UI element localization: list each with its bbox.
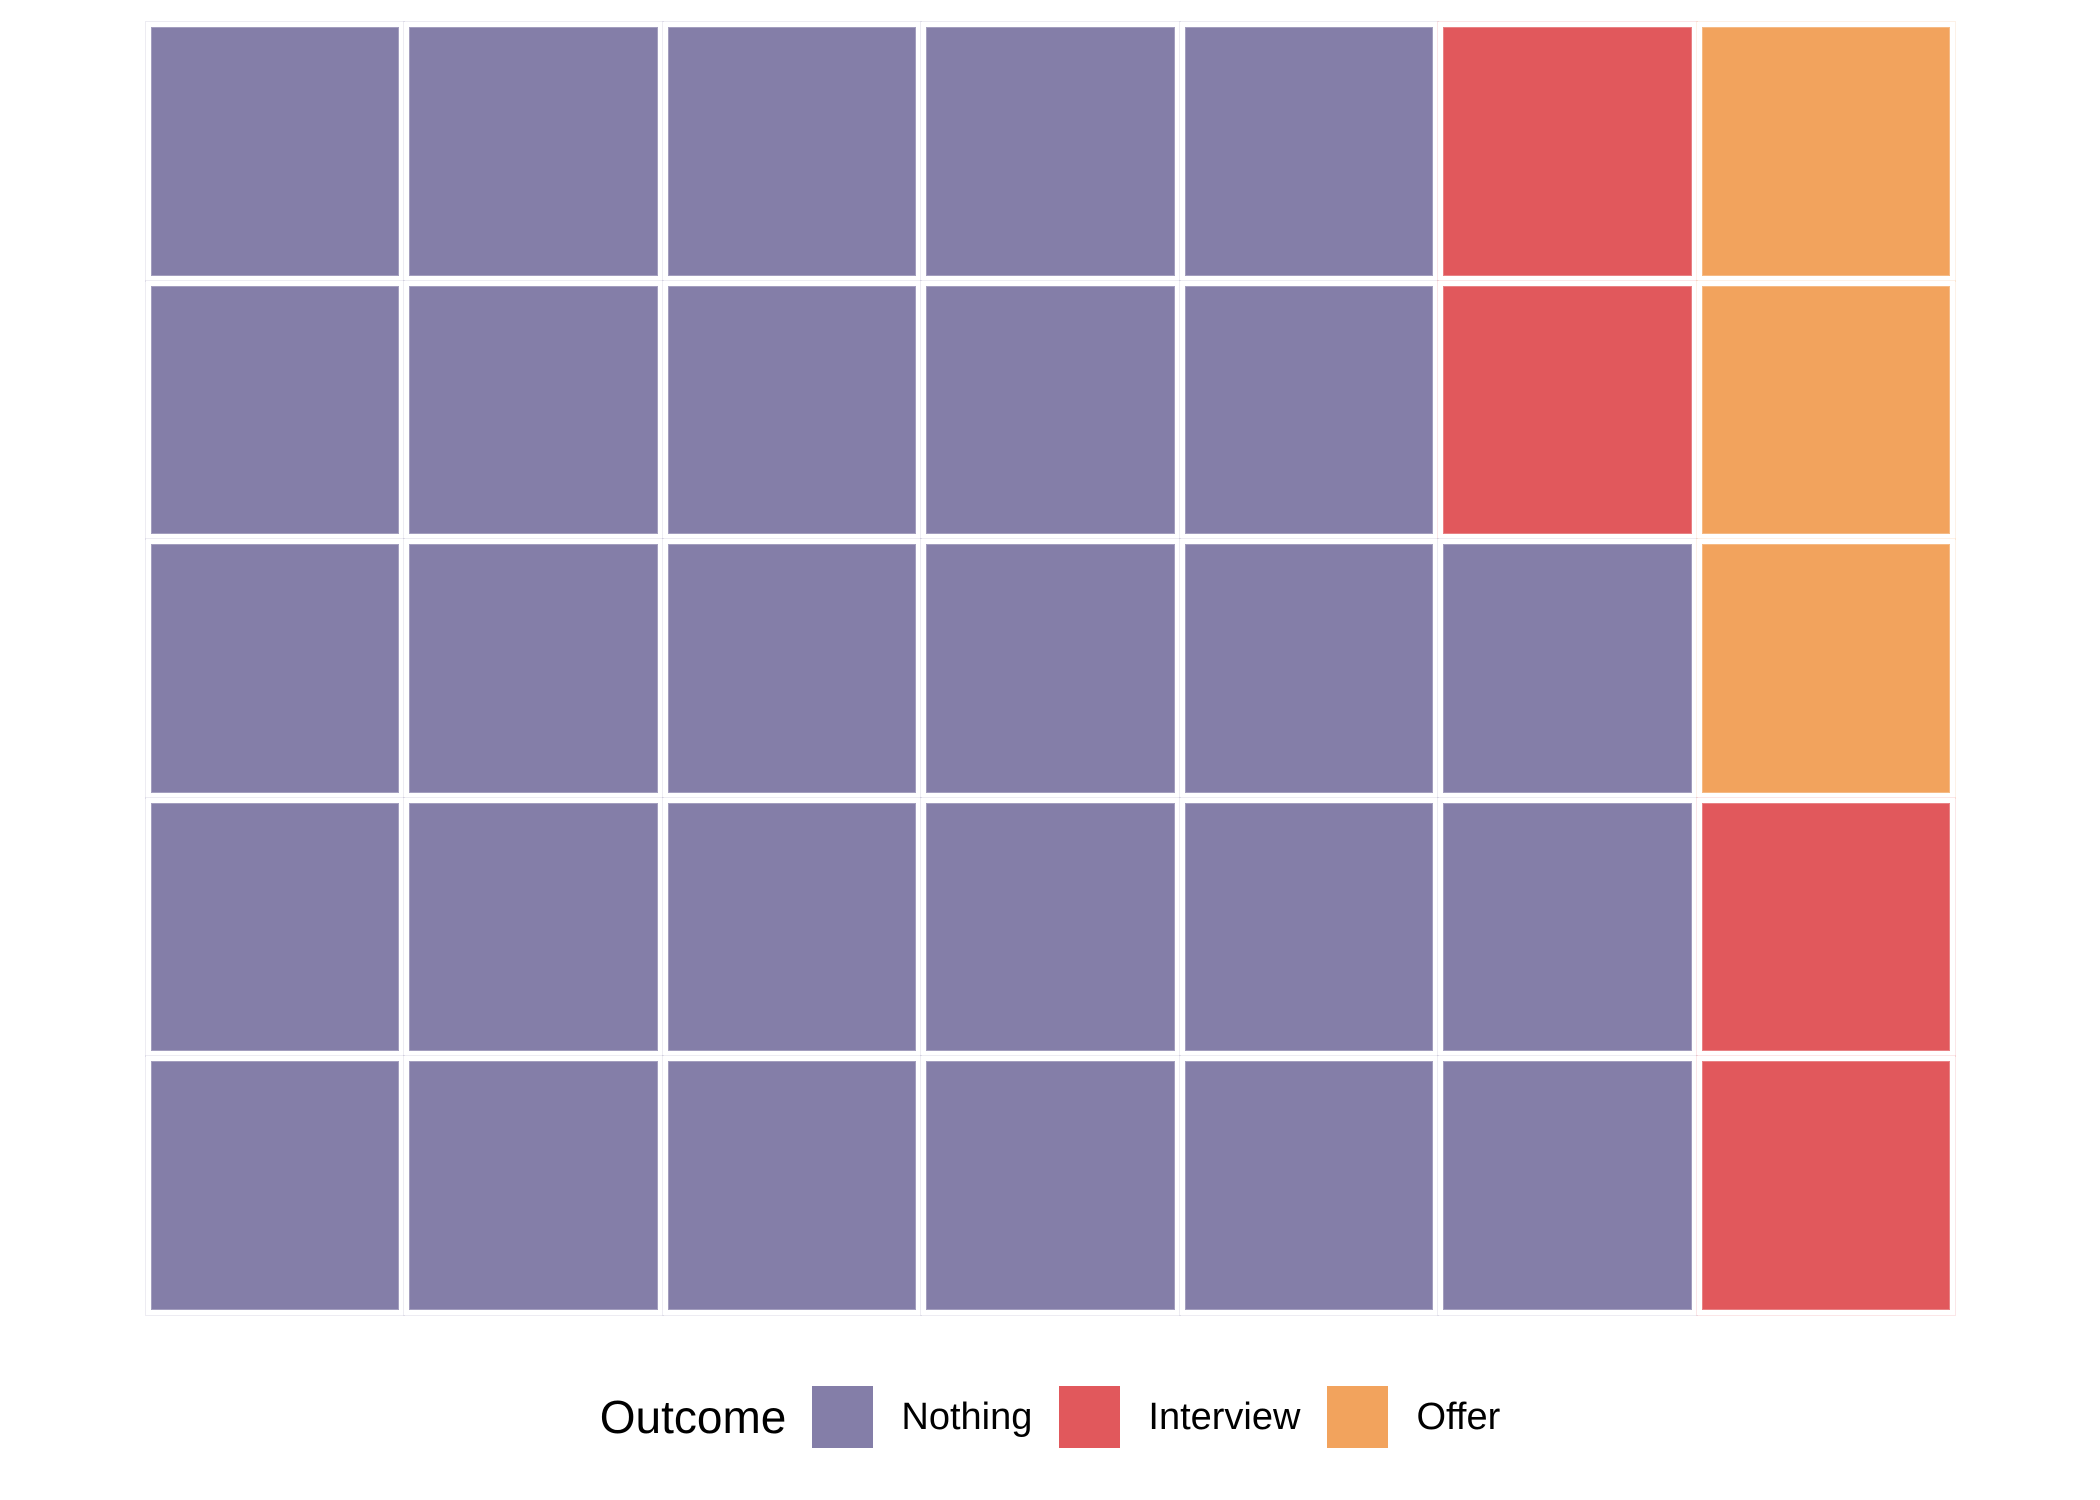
legend-label-interview: Interview — [1148, 1396, 1301, 1438]
legend-entry-interview: Interview — [1059, 1386, 1300, 1448]
legend-label-nothing: Nothing — [901, 1396, 1033, 1438]
waffle-tile-nothing-r1c1 — [146, 22, 405, 281]
waffle-tile-nothing-r3c5 — [1179, 539, 1439, 798]
waffle-tile-nothing-r3c2 — [404, 539, 663, 798]
legend-entry-offer: Offer — [1327, 1386, 1500, 1448]
waffle-tile-nothing-r3c1 — [146, 539, 405, 798]
waffle-tile-nothing-r3c4 — [921, 539, 1180, 798]
legend-entries: Nothing Interview Offer — [812, 1386, 1500, 1448]
waffle-tile-offer-r3c7 — [1696, 539, 1955, 798]
waffle-tile-nothing-r3c6 — [1438, 539, 1697, 798]
waffle-tile-nothing-r2c4 — [921, 280, 1180, 540]
waffle-tile-nothing-r1c3 — [662, 22, 922, 281]
waffle-grid — [146, 22, 1955, 1315]
waffle-tile-nothing-r5c6 — [1438, 1056, 1697, 1315]
legend-swatch-interview — [1059, 1386, 1121, 1448]
waffle-tile-interview-r1c6 — [1438, 22, 1697, 281]
waffle-tile-offer-r2c7 — [1696, 280, 1955, 540]
waffle-tile-nothing-r2c3 — [662, 280, 922, 540]
waffle-tile-nothing-r4c3 — [662, 797, 922, 1057]
legend-swatch-offer — [1327, 1386, 1389, 1448]
legend-entry-nothing: Nothing — [812, 1386, 1032, 1448]
waffle-tile-nothing-r2c2 — [404, 280, 663, 540]
waffle-tile-nothing-r5c5 — [1179, 1056, 1439, 1315]
waffle-tile-nothing-r3c3 — [662, 539, 922, 798]
waffle-tile-nothing-r4c6 — [1438, 797, 1697, 1057]
waffle-tile-nothing-r4c2 — [404, 797, 663, 1057]
legend-title: Outcome — [599, 1391, 787, 1443]
legend: Outcome Nothing Interview Offer — [0, 1386, 2100, 1448]
waffle-tile-nothing-r2c1 — [146, 280, 405, 540]
waffle-tile-nothing-r1c2 — [404, 22, 663, 281]
waffle-tile-nothing-r4c5 — [1179, 797, 1439, 1057]
legend-label-offer: Offer — [1416, 1396, 1501, 1438]
waffle-tile-nothing-r1c5 — [1179, 22, 1439, 281]
waffle-tile-nothing-r2c5 — [1179, 280, 1439, 540]
waffle-tile-offer-r1c7 — [1696, 22, 1955, 281]
waffle-tile-interview-r5c7 — [1696, 1056, 1955, 1315]
waffle-tile-nothing-r5c2 — [404, 1056, 663, 1315]
waffle-tile-nothing-r5c4 — [921, 1056, 1180, 1315]
waffle-tile-nothing-r5c3 — [662, 1056, 922, 1315]
waffle-tile-nothing-r4c1 — [146, 797, 405, 1057]
waffle-tile-interview-r4c7 — [1696, 797, 1955, 1057]
legend-swatch-nothing — [812, 1386, 874, 1448]
waffle-tile-interview-r2c6 — [1438, 280, 1697, 540]
waffle-tile-nothing-r1c4 — [921, 22, 1180, 281]
waffle-tile-nothing-r4c4 — [921, 797, 1180, 1057]
waffle-tile-nothing-r5c1 — [146, 1056, 405, 1315]
